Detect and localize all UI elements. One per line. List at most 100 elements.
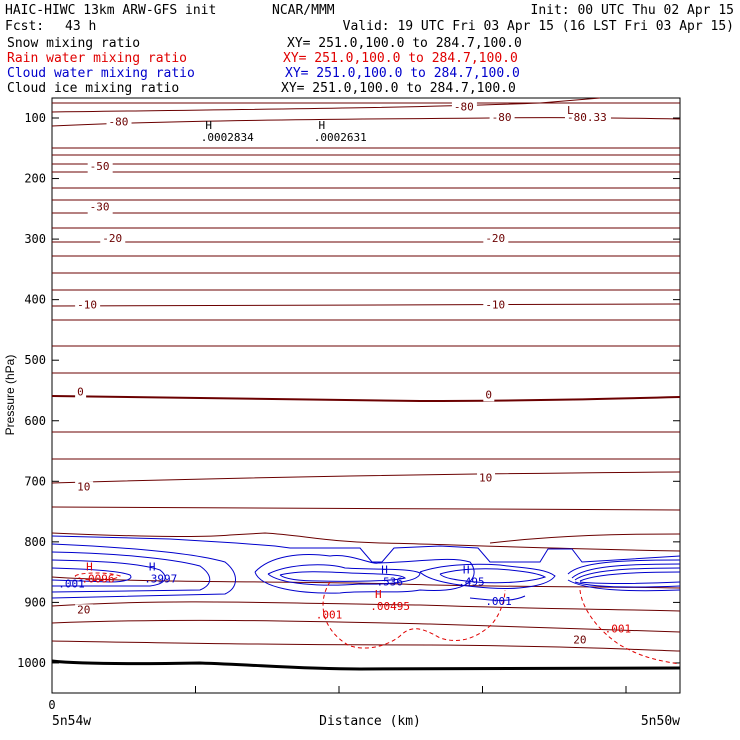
temperature-label-bg (483, 233, 509, 246)
rain-water-contour (74, 572, 122, 581)
cloud-water-contour (567, 579, 681, 592)
isotherm-zero (51, 395, 681, 403)
isotherm (51, 97, 601, 113)
temperature-label-bg (87, 201, 113, 214)
temperature-label-bg (451, 101, 477, 114)
extremum-value: .0096 (81, 572, 114, 585)
temperature-label: -10 (485, 299, 505, 312)
high-mark: H (375, 588, 382, 601)
contour-value-label: .001 (605, 623, 632, 636)
y-tick-label: 500 (24, 353, 46, 367)
rain-water-contours (74, 572, 681, 665)
temperature-label: -50 (90, 160, 110, 173)
temperature-label-bg (477, 472, 496, 485)
cloud-water-contour (574, 581, 681, 588)
extremum-value: .0002834 (201, 131, 254, 144)
temperature-label: 10 (479, 471, 492, 484)
y-tick-label: 700 (24, 474, 46, 488)
y-tick-label: 900 (24, 595, 46, 609)
cloud-water-contour (254, 554, 475, 594)
isotherm (51, 619, 681, 633)
x-end-label: 5n50w (641, 714, 680, 729)
x-tick-label: 0 (48, 698, 55, 712)
contour-value-label: .001 (58, 577, 85, 590)
cloud-water-contour (51, 543, 236, 599)
extremum-value: .495 (458, 575, 485, 588)
extremum-value: .536 (377, 575, 404, 588)
temperature-label: -80 (492, 111, 512, 124)
isotherm (51, 576, 681, 589)
y-tick-label: 200 (24, 172, 46, 186)
temperature-label-bg (75, 481, 94, 494)
field-cloud-water-xy: XY= 251.0,100.0 to 284.7,100.0 (285, 66, 520, 81)
y-tick-label: 600 (24, 414, 46, 428)
cloud-water-contour (579, 571, 681, 582)
temperature-label-bg (100, 233, 126, 246)
temperature-label-bg (483, 389, 495, 402)
y-axis-label: Pressure (hPa) (3, 355, 17, 436)
isotherm (489, 533, 681, 544)
temperature-label: -80 (454, 101, 474, 114)
temperature-label-bg (75, 386, 87, 399)
header-init: Init: 00 UTC Thu 02 Apr 15 (531, 3, 735, 18)
isotherm (51, 601, 681, 612)
cloud-water-contour (51, 567, 132, 583)
temperature-label: -30 (90, 201, 110, 214)
ground-line (51, 659, 681, 671)
header-model: HAIC-HIWC 13km ARW-GFS init (5, 3, 216, 18)
isotherm (51, 471, 681, 484)
cloud-water-contour (51, 559, 166, 587)
temperature-label: 0 (485, 388, 492, 401)
cloud-water-contour (567, 559, 681, 575)
temperature-label-bg (483, 299, 509, 312)
x-start-label: 5n54w (52, 714, 91, 729)
temperature-label: -80 (109, 115, 129, 128)
cloud-water-contour (419, 563, 556, 589)
field-snow-name: Snow mixing ratio (7, 36, 140, 51)
extrema-markers: LH.0002834H.0002631H.0096H.3997H.536H.49… (81, 104, 574, 613)
high-mark: H (86, 560, 93, 573)
temperature-labels: -80 -80 -80 -50 -30 -20 -20 -10 -10 0 0 10 10 20 20 -80… (75, 101, 611, 647)
temperature-label: -10 (77, 299, 97, 312)
cloud-water-contours (51, 535, 681, 601)
y-tick-label: 1000 (17, 656, 46, 670)
field-rain-name: Rain water mixing ratio (7, 51, 187, 66)
contour-value-labels: .001 .001 .001 .001 (58, 577, 631, 635)
field-snow-xy: XY= 251.0,100.0 to 284.7,100.0 (287, 36, 522, 51)
field-cloud-water-name: Cloud water mixing ratio (7, 66, 195, 81)
high-mark: H (463, 563, 470, 576)
extremum-value: .3997 (144, 572, 177, 585)
x-axis: 0 (48, 686, 627, 712)
isotherm (51, 506, 681, 511)
contour-value-label: .001 (316, 609, 343, 622)
cloud-water-contour (267, 564, 421, 586)
high-mark: H (381, 563, 388, 576)
field-cloud-ice-xy: XY= 251.0,100.0 to 284.7,100.0 (281, 81, 516, 96)
cloud-water-contour (571, 563, 681, 579)
rain-water-contour (579, 589, 681, 665)
header-fcst-value: 43 h (65, 19, 96, 34)
isotherm (51, 303, 681, 307)
temperature-label-bg (571, 634, 590, 647)
temperature-label: -20 (485, 232, 505, 245)
header-org: NCAR/MMM (272, 3, 335, 18)
x-axis-label: Distance (km) (319, 714, 421, 729)
cloud-water-contour (469, 595, 526, 601)
temperature-label-bg (75, 299, 101, 312)
temperature-label-bg (489, 112, 515, 125)
isotherm (51, 532, 681, 552)
temperature-label: -80.33 (567, 111, 607, 124)
plot-frame (51, 97, 681, 694)
temperature-label: 10 (77, 480, 90, 493)
high-mark: H (149, 560, 156, 573)
high-mark: H (205, 119, 212, 132)
y-tick-label: 800 (24, 535, 46, 549)
temperature-label: 20 (77, 603, 90, 616)
cloud-water-contour (579, 581, 681, 584)
y-tick-label: 300 (24, 232, 46, 246)
low-mark: L (567, 104, 574, 117)
cloud-water-contour (574, 567, 681, 581)
cloud-water-contour (51, 535, 681, 563)
contour-value-label: .001 (485, 595, 512, 608)
